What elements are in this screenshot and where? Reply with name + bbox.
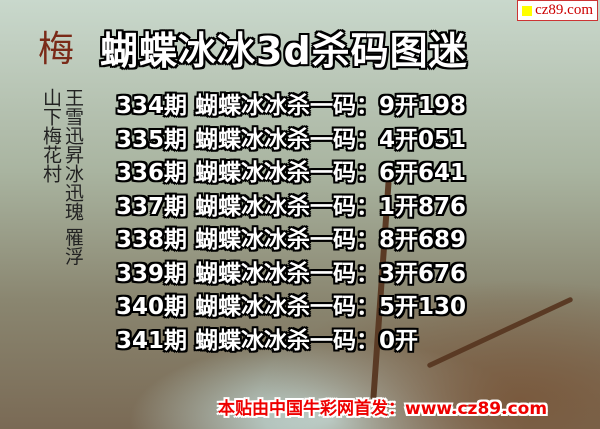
period: 338期 [116, 227, 188, 253]
result: 5开130 [379, 294, 467, 320]
period: 340期 [116, 294, 188, 320]
list-item: 341期 蝴蝶冰冰杀一码：0开 [116, 321, 466, 355]
period: 339期 [116, 260, 188, 287]
list-item: 339期 蝴蝶冰冰杀一码：3开676 [116, 254, 466, 288]
result: 1开876 [379, 193, 467, 220]
label: 蝴蝶冰冰杀一码： [195, 93, 380, 119]
list-item: 338期 蝴蝶冰冰杀一码：8开689 [116, 220, 466, 254]
page-title: 蝴蝶冰冰3d杀码图迷 [100, 29, 468, 73]
result: 3开676 [379, 260, 467, 287]
calligraphy-poem: 王雪迅昇冰迅瑰 罹浮山下梅花村 [40, 88, 84, 266]
period: 335期 [116, 126, 188, 153]
period: 334期 [116, 93, 188, 119]
period: 336期 [116, 160, 188, 186]
result: 8开689 [379, 227, 467, 253]
calligraphy-logo: 梅 [38, 29, 75, 70]
result: 4开051 [379, 126, 467, 153]
list-item: 334期 蝴蝶冰冰杀一码：9开198 [116, 86, 466, 120]
label: 蝴蝶冰冰杀一码： [195, 294, 380, 320]
footer-source: 本贴由中国牛彩网首发：www.cz89.com [218, 399, 548, 419]
label: 蝴蝶冰冰杀一码： [195, 193, 380, 220]
label: 蝴蝶冰冰杀一码： [195, 227, 380, 253]
result: 0开 [379, 327, 419, 354]
badge-text: cz89.com [535, 2, 593, 18]
yellow-square-icon [522, 5, 533, 16]
list-item: 336期 蝴蝶冰冰杀一码：6开641 [116, 153, 466, 187]
list-item: 335期 蝴蝶冰冰杀一码：4开051 [116, 120, 466, 154]
period: 341期 [116, 327, 188, 354]
period: 337期 [116, 193, 188, 220]
result: 9开198 [379, 93, 467, 119]
label: 蝴蝶冰冰杀一码： [195, 160, 380, 186]
label: 蝴蝶冰冰杀一码： [195, 126, 380, 153]
list-item: 337期 蝴蝶冰冰杀一码：1开876 [116, 187, 466, 221]
label: 蝴蝶冰冰杀一码： [195, 260, 380, 287]
label: 蝴蝶冰冰杀一码： [195, 327, 380, 354]
site-badge[interactable]: cz89.com [517, 0, 598, 21]
prediction-list: 334期 蝴蝶冰冰杀一码：9开198 335期 蝴蝶冰冰杀一码：4开051 33… [116, 86, 466, 354]
result: 6开641 [379, 160, 467, 186]
list-item: 340期 蝴蝶冰冰杀一码：5开130 [116, 287, 466, 321]
